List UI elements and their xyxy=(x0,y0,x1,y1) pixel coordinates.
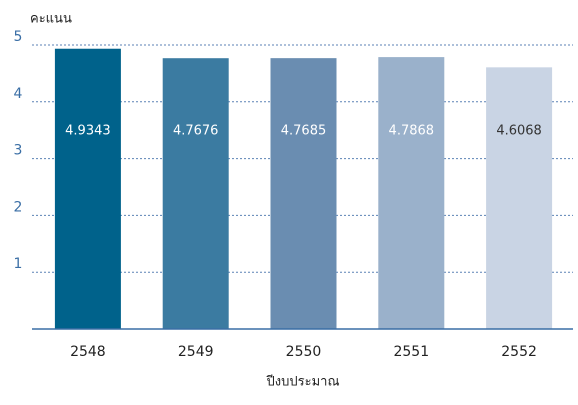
x-tick-label: 2551 xyxy=(393,344,429,360)
value-label: 4.7676 xyxy=(173,124,219,139)
y-tick-label: 5 xyxy=(14,29,23,45)
bar xyxy=(270,58,337,329)
y-tick-label: 2 xyxy=(14,199,23,215)
value-label: 4.6068 xyxy=(496,124,542,139)
bar xyxy=(54,48,121,330)
y-axis-label: คะแนน xyxy=(30,12,72,27)
value-label: 4.7868 xyxy=(389,124,435,139)
y-tick-label: 3 xyxy=(14,143,23,159)
x-tick-label: 2552 xyxy=(501,344,537,360)
bar xyxy=(486,67,553,329)
bar xyxy=(162,58,229,330)
x-tick-label: 2550 xyxy=(286,344,322,360)
bar xyxy=(378,57,445,329)
x-axis-label: ปีงบประมาณ xyxy=(265,374,339,390)
y-tick-label: 4 xyxy=(14,86,23,102)
y-tick-label: 1 xyxy=(14,256,23,272)
x-tick-label: 2548 xyxy=(70,344,106,360)
value-label: 4.7685 xyxy=(281,124,327,139)
x-tick-label: 2549 xyxy=(178,344,214,360)
value-label: 4.9343 xyxy=(65,124,111,139)
